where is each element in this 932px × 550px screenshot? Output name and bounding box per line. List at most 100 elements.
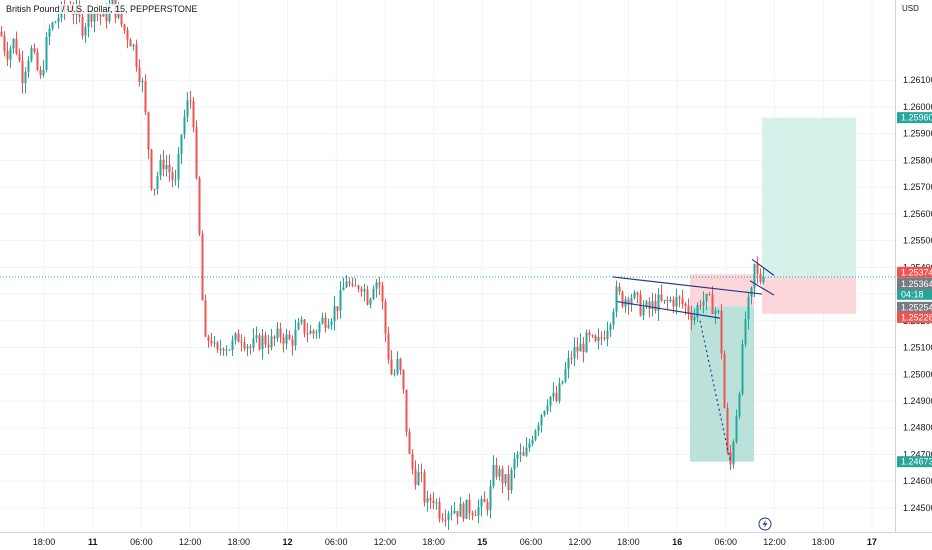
candle-body [510,469,513,491]
candle-body [84,27,87,36]
candle-body [630,298,633,305]
candle-body [516,453,519,459]
candle-body [495,464,498,477]
candle-body [234,333,237,341]
candle-body [603,338,606,340]
candle-body [300,319,303,323]
candle-body [327,325,330,328]
candle-body [588,332,591,336]
candle-body [627,299,630,305]
candle-body [390,359,393,375]
candle-body [402,370,405,390]
price-badge-bg [897,112,932,124]
candle-body [144,81,147,113]
candle-body [147,112,150,150]
candle-body [492,464,495,487]
price-badge: 1.25374 [897,266,932,278]
price-tick-label: 1.24700 [903,449,932,459]
candle-body [738,393,741,417]
candle-body [354,285,357,287]
candle-body [720,310,723,354]
candle-body [273,336,276,339]
price-badge-bg [897,311,932,323]
position-zone-target [762,117,856,277]
candle-body [24,71,27,84]
candle-body [54,21,57,23]
candle-body [564,369,567,382]
candle-body [195,127,198,178]
lightning-icon[interactable] [758,517,772,531]
candle-body [615,286,618,312]
candle-body [729,452,732,465]
trendline [749,280,775,296]
price-badge-label: 1.25960 [901,113,932,123]
time-tick-label: 18:00 [812,537,835,547]
candle-body [549,396,552,406]
candle-body [291,339,294,346]
candle-body [360,288,363,292]
candle-body [372,288,375,299]
candle-body [552,392,555,397]
candle-body [162,159,165,170]
price-badge-label: 1.25254 [901,302,932,312]
candle-body [648,301,651,309]
candle-body [303,319,306,334]
candle-body [174,179,177,181]
time-axis[interactable]: 18:00 11 06:00 12:00 18:00 12 06:00 12:00 18:00 1… [33,537,877,547]
candle-body [255,335,258,339]
price-tick-label: 1.24600 [903,476,932,486]
candle-body [369,298,372,305]
candle-body [363,289,366,292]
candle-body [600,337,603,339]
candle-body [501,468,504,484]
candle-body [387,333,390,360]
candle-body [408,431,411,454]
candle-body [651,301,654,309]
candle-body [216,342,219,350]
price-tick-label: 1.24500 [903,503,932,513]
candle-body [207,336,210,341]
candle-body [453,510,456,514]
candle-body [381,285,384,302]
candle-body [51,22,54,29]
trendlines [612,258,775,460]
price-badge-bg [897,288,932,300]
candle-body [141,81,144,83]
candle-body [279,328,282,338]
candle-body [93,13,96,22]
price-badge-label: 1.25364 [901,279,932,289]
time-tick-label: 06:00 [325,537,348,547]
candle-body [87,12,90,28]
candle-body [294,329,297,346]
candle-body [186,100,189,117]
candle-body [36,51,39,70]
candle-body [645,301,648,307]
candle-body [177,153,180,180]
candle-body [171,172,174,180]
candle-body [498,468,501,477]
candle-body [702,301,705,306]
candle-body [459,503,462,517]
time-tick-label: 11 [88,537,98,547]
candle-body [567,358,570,370]
candle-body [210,340,213,344]
candle-body [438,502,441,519]
time-tick-label: 06:00 [520,537,543,547]
candle-body [276,328,279,339]
candle-body [351,283,354,286]
candle-body [489,486,492,511]
candle-body [414,468,417,485]
candle-body [735,416,738,443]
candle-body [240,342,243,344]
candle-body [183,116,186,135]
candle-body [81,16,84,36]
candle-body [531,439,534,444]
candle-body [198,177,201,234]
candle-body [153,188,156,190]
candle-body [762,276,765,283]
candle-body [519,452,522,454]
candle-body [522,452,525,456]
price-badge: 1.25254 [897,301,932,313]
price-badge: 1.25364 [897,278,932,290]
